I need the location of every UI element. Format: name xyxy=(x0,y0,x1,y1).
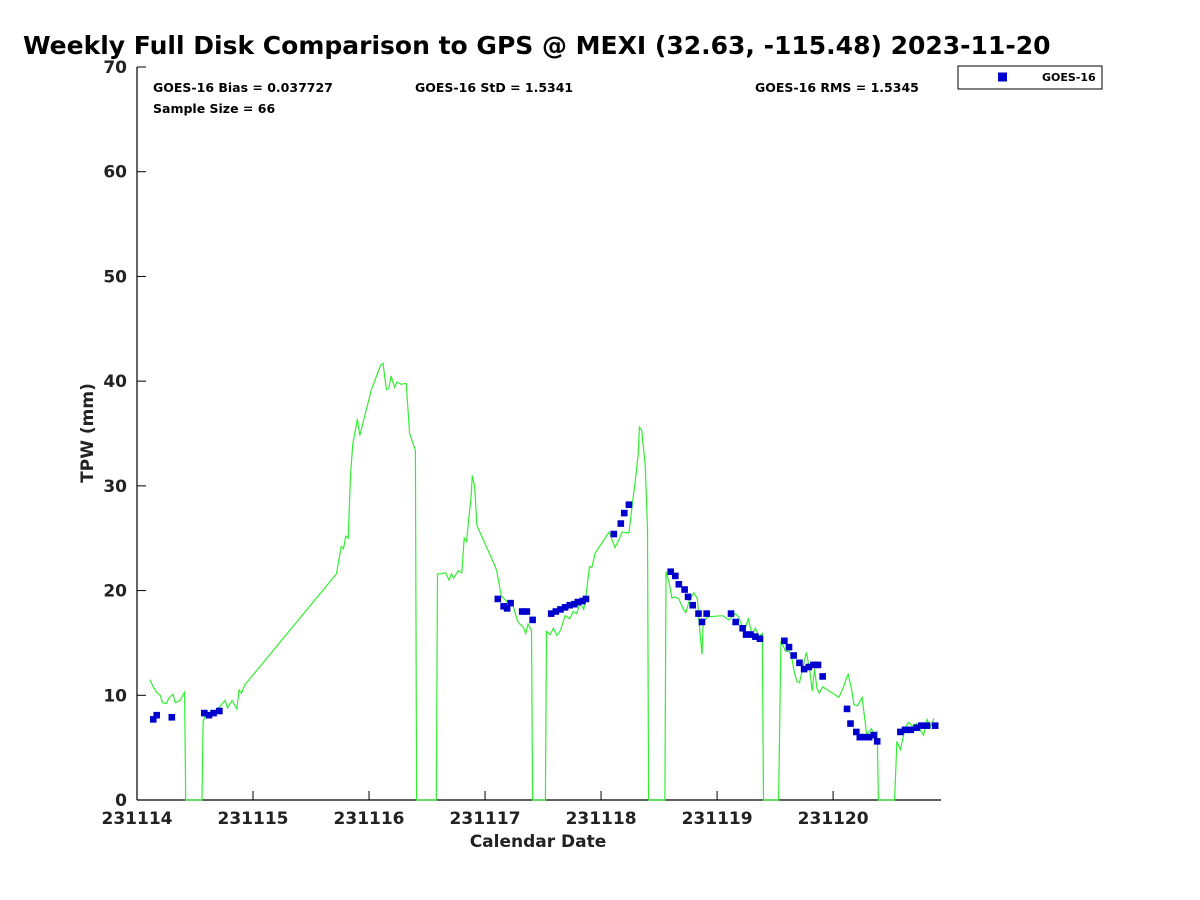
legend-label: GOES-16 xyxy=(1042,71,1096,84)
goes16-point xyxy=(681,586,688,593)
goes16-point xyxy=(732,619,739,626)
goes16-point xyxy=(790,652,797,659)
y-tick-label: 10 xyxy=(103,686,127,706)
goes16-point xyxy=(676,581,683,588)
y-tick-label: 70 xyxy=(103,58,127,78)
x-tick-label: 231116 xyxy=(334,809,405,829)
goes16-point xyxy=(699,619,706,626)
goes16-point xyxy=(781,638,788,645)
goes16-point xyxy=(908,727,915,734)
stat-rms: GOES-16 RMS = 1.5345 xyxy=(755,80,919,95)
y-tick-label: 0 xyxy=(115,791,127,811)
goes16-point xyxy=(210,710,217,717)
goes16-point xyxy=(924,722,931,729)
stat-bias: GOES-16 Bias = 0.037727 xyxy=(153,80,333,95)
y-axis-ticks: 0 10 20 30 40 50 60 70 xyxy=(103,58,146,811)
goes16-point xyxy=(689,602,696,609)
y-tick-label: 20 xyxy=(103,582,127,602)
goes16-point xyxy=(739,625,746,632)
goes16-point xyxy=(918,722,925,729)
goes16-series-points xyxy=(150,501,939,744)
goes16-point xyxy=(819,673,826,680)
goes16-point xyxy=(621,510,628,517)
chart-title: Weekly Full Disk Comparison to GPS @ MEX… xyxy=(23,31,1051,60)
goes16-point xyxy=(617,520,624,527)
stat-sample-size: Sample Size = 66 xyxy=(153,101,275,116)
y-tick-label: 50 xyxy=(103,267,127,287)
goes16-point xyxy=(728,610,735,617)
x-tick-label: 231114 xyxy=(102,809,173,829)
stats-annotations: GOES-16 Bias = 0.037727 GOES-16 StD = 1.… xyxy=(153,80,919,116)
y-tick-label: 40 xyxy=(103,372,127,392)
goes16-point xyxy=(529,617,536,624)
y-axis-label: TPW (mm) xyxy=(78,383,98,483)
stat-std: GOES-16 StD = 1.5341 xyxy=(415,80,573,95)
legend: GOES-16 xyxy=(958,66,1102,89)
x-axis-ticks: 231114 231115 231116 231117 231118 231119 2311… xyxy=(102,791,869,829)
goes16-point xyxy=(695,610,702,617)
y-tick-label: 60 xyxy=(103,163,127,183)
gps-series-line xyxy=(150,363,934,800)
goes16-point xyxy=(703,610,710,617)
goes16-point xyxy=(611,531,618,538)
goes16-point xyxy=(583,596,590,603)
y-tick-label: 30 xyxy=(103,477,127,497)
legend-marker xyxy=(998,73,1007,82)
goes16-point xyxy=(815,662,822,669)
x-tick-label: 231118 xyxy=(566,809,637,829)
x-tick-label: 231117 xyxy=(450,809,521,829)
goes16-point xyxy=(495,596,502,603)
goes16-point xyxy=(796,660,803,667)
goes16-point xyxy=(786,644,793,651)
goes16-point xyxy=(847,720,854,727)
x-tick-label: 231120 xyxy=(798,809,869,829)
x-tick-label: 231119 xyxy=(682,809,753,829)
goes16-point xyxy=(844,706,851,713)
goes16-point xyxy=(672,573,679,580)
goes16-point xyxy=(524,608,531,615)
goes16-point xyxy=(870,732,877,739)
goes16-point xyxy=(216,708,223,715)
goes16-point xyxy=(932,722,939,729)
goes16-point xyxy=(685,594,692,601)
x-tick-label: 231115 xyxy=(218,809,289,829)
goes16-point xyxy=(626,501,633,508)
goes16-point xyxy=(902,727,909,734)
gps-line-path xyxy=(150,363,934,800)
goes16-point xyxy=(507,600,514,607)
goes16-point xyxy=(757,635,764,642)
goes16-point xyxy=(153,712,160,719)
goes16-point xyxy=(874,738,881,745)
goes16-point xyxy=(169,714,176,721)
x-axis-label: Calendar Date xyxy=(470,832,607,852)
